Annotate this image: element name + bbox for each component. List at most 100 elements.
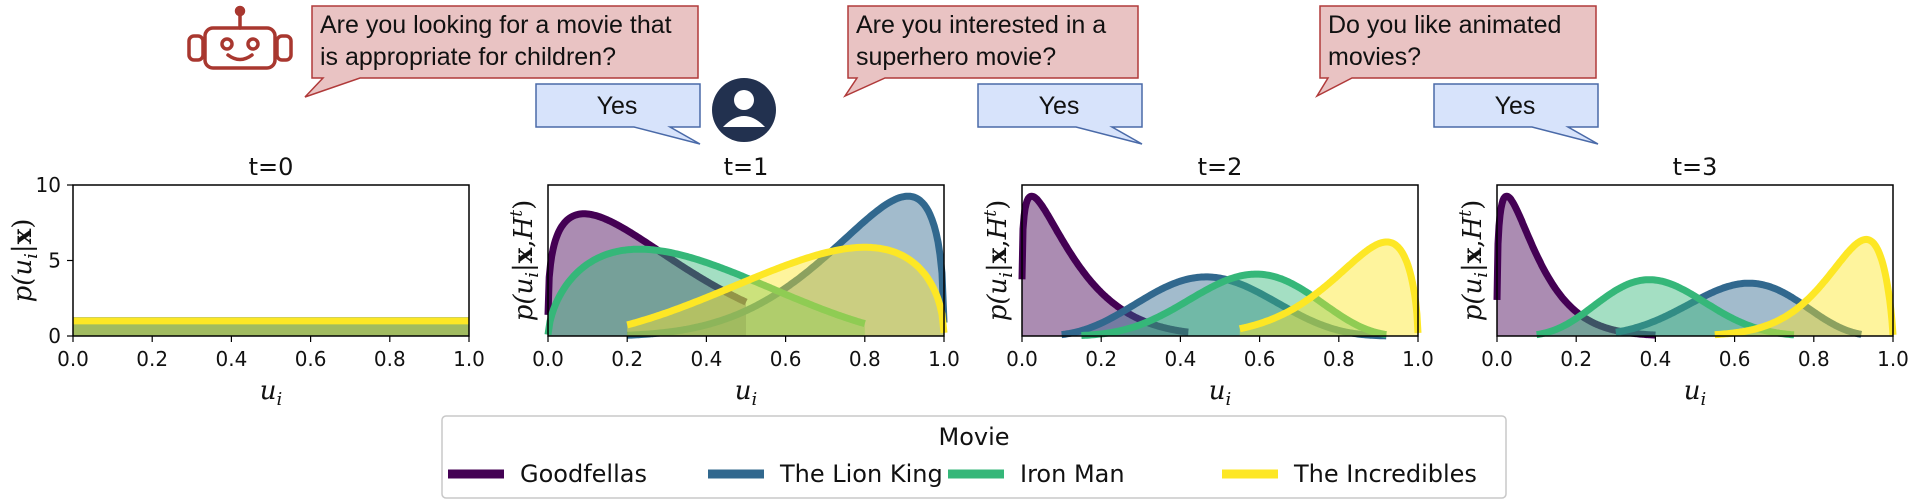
curve-the-incredibles: [625, 243, 948, 336]
legend-item-goodfellas: Goodfellas: [448, 460, 647, 488]
panel-t1: 0.0 0.2 0.4 0.6 0.8 1.0 t=1 ui p(ui|x,Ht): [507, 153, 960, 410]
curve-fill: [548, 249, 865, 336]
legend-label: Goodfellas: [520, 460, 647, 488]
y-tick-label: 0: [48, 324, 61, 348]
curve-line: [625, 192, 948, 339]
x-tick-label: 0.0: [532, 347, 564, 371]
question-1-line-1: Are you looking for a movie that: [320, 11, 672, 39]
x-tick-label: 0.2: [1560, 347, 1592, 371]
y-tick-label: 10: [36, 173, 61, 197]
x-axis-label: ui: [1209, 376, 1232, 410]
answer-2: Yes: [1039, 92, 1080, 120]
legend-label: The Incredibles: [1293, 460, 1477, 488]
question-3-line-1: Do you like animated: [1328, 11, 1561, 39]
curve-the-lion-king: [625, 192, 948, 339]
curve-line: [1018, 192, 1191, 336]
curve-line: [1237, 238, 1422, 334]
curve-fill: [73, 320, 469, 336]
x-tick-label: 1.0: [928, 347, 960, 371]
plot-frame: [72, 184, 470, 337]
curve-the-lion-king: [1613, 279, 1864, 338]
x-tick-label: 0.4: [690, 347, 722, 371]
curve-fill: [1536, 279, 1794, 336]
x-tick-label: 0.0: [57, 347, 89, 371]
panel-title: t=1: [724, 153, 769, 181]
x-tick-label: 0.4: [1639, 347, 1671, 371]
x-tick-label: 0.2: [136, 347, 168, 371]
curve-fill: [1239, 242, 1418, 336]
curve-fill: [73, 320, 469, 336]
x-tick-label: 0.4: [215, 347, 247, 371]
panel-title: t=3: [1673, 153, 1718, 181]
curve-goodfellas: [1018, 192, 1191, 336]
curve-line: [544, 210, 749, 316]
x-tick-label: 1.0: [1402, 347, 1434, 371]
question-2-line-2: superhero movie?: [856, 43, 1056, 71]
x-axis-label: ui: [1684, 376, 1707, 410]
x-tick-label: 1.0: [1877, 347, 1909, 371]
curve-fill: [627, 247, 944, 336]
x-tick-label: 0.2: [1085, 347, 1117, 371]
curve-line: [544, 245, 867, 336]
curve-line: [1079, 270, 1388, 339]
user-avatar-icon: [712, 78, 776, 142]
x-tick-label: 0.6: [1719, 347, 1751, 371]
curve-fill: [1615, 283, 1862, 336]
legend: Movie Goodfellas The Lion King Iron Man The…: [441, 415, 1507, 499]
curve-fill: [73, 320, 469, 336]
plot-frame: [547, 184, 945, 337]
legend-label: Iron Man: [1020, 460, 1125, 488]
y-axis-label: p(ui|x,Ht): [1456, 200, 1492, 322]
curve-iron-man: [1079, 270, 1388, 339]
answer-bubble-1: Yes: [535, 83, 701, 145]
plot-frame: [1496, 184, 1894, 337]
question-bubble-2: Are you interested in a superhero movie?: [842, 5, 1139, 98]
y-axis-label: p(ui|x,Ht): [981, 200, 1017, 322]
x-tick-label: 0.4: [1164, 347, 1196, 371]
curve-iron-man: [544, 245, 867, 336]
legend-title: Movie: [938, 423, 1009, 451]
x-tick-label: 0.0: [1006, 347, 1038, 371]
question-3-line-2: movies?: [1328, 43, 1421, 71]
curve-fill: [1497, 196, 1656, 336]
curve-fill: [548, 213, 746, 336]
robot-icon: [187, 5, 293, 70]
answer-bubble-3: Yes: [1433, 83, 1599, 145]
y-tick-label: 5: [48, 249, 61, 273]
curve-goodfellas: [544, 210, 749, 336]
x-axis-label: ui: [735, 376, 758, 410]
y-axis-label: p(ui|x): [8, 219, 42, 303]
curve-the-incredibles: [1712, 235, 1897, 339]
legend-item-the-lion-king: The Lion King: [708, 460, 943, 488]
curve-fill: [73, 320, 469, 336]
question-2-line-1: Are you interested in a: [856, 11, 1106, 39]
legend-label: The Lion King: [779, 460, 943, 488]
x-tick-label: 0.8: [1798, 347, 1830, 371]
panel-title: t=0: [249, 153, 294, 181]
question-bubble-3: Do you like animated movies?: [1314, 5, 1597, 98]
curve-line: [1712, 235, 1897, 339]
answer-1: Yes: [597, 92, 638, 120]
curve-fill: [627, 196, 944, 336]
curve-the-incredibles: [1237, 238, 1422, 336]
x-tick-label: 0.6: [1244, 347, 1276, 371]
x-tick-label: 0.6: [295, 347, 327, 371]
answer-bubble-2: Yes: [977, 83, 1143, 145]
legend-item-iron-man: Iron Man: [948, 460, 1125, 488]
x-tick-label: 0.6: [770, 347, 802, 371]
x-tick-label: 0.0: [1481, 347, 1513, 371]
panel-t3: 0.0 0.2 0.4 0.6 0.8 1.0 t=3 ui p(ui|x,Ht): [1456, 153, 1909, 410]
x-tick-label: 0.8: [374, 347, 406, 371]
x-tick-label: 0.8: [849, 347, 881, 371]
plot-frame: [1021, 184, 1419, 337]
x-tick-label: 0.8: [1323, 347, 1355, 371]
legend-item-the-incredibles: The Incredibles: [1222, 460, 1477, 488]
panel-title: t=2: [1198, 153, 1243, 181]
question-1-line-2: is appropriate for children?: [320, 43, 616, 71]
x-tick-label: 0.2: [611, 347, 643, 371]
panel-t0: 0.0 0.2 0.4 0.6 0.8 1.0 0 5 10 t=0 ui p(ui|x): [8, 153, 485, 410]
curve-the-incredibles: [72, 317, 470, 336]
question-bubble-1: Are you looking for a movie that is appr…: [304, 5, 699, 98]
x-axis-label: ui: [260, 376, 283, 410]
